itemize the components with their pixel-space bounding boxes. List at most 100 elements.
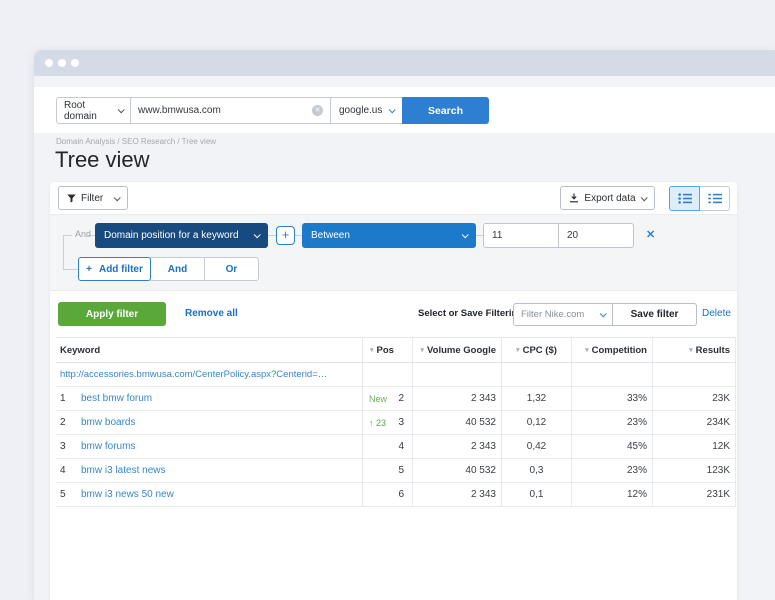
position-cell: ↑ 23 3 bbox=[362, 411, 412, 434]
clear-icon[interactable]: ✕ bbox=[312, 105, 323, 116]
download-icon bbox=[569, 193, 579, 203]
column-header-keyword: Keyword bbox=[56, 338, 362, 362]
table-header-row: Keyword ▾ Pos ▾ Volume Google ▾ CPC ($) ▾ Compet… bbox=[56, 337, 736, 363]
connector-line bbox=[63, 235, 64, 270]
view-toggle-tree[interactable] bbox=[669, 186, 700, 211]
chevron-down-icon bbox=[461, 231, 469, 239]
keyword-link[interactable]: bmw forums bbox=[81, 441, 136, 452]
remove-all-link[interactable]: Remove all bbox=[185, 308, 238, 319]
position-cell: 6 bbox=[362, 483, 412, 506]
sort-icon: ▾ bbox=[420, 347, 425, 354]
row-number: 5 bbox=[60, 489, 66, 500]
empty-cell bbox=[412, 363, 501, 386]
position-value: 2 bbox=[398, 393, 404, 404]
connector-line bbox=[476, 235, 483, 236]
connector-line bbox=[295, 235, 302, 236]
filter-operator-select[interactable]: Between bbox=[302, 223, 476, 248]
keyword-link[interactable]: bmw boards bbox=[81, 417, 136, 428]
table-row: 2 bmw boards ↑ 23 3 40 532 0,12 23% 234K bbox=[56, 411, 736, 435]
search-strip: Root domain ✕ google.us Search bbox=[34, 87, 775, 133]
or-button[interactable]: Or bbox=[204, 257, 259, 281]
column-header-results[interactable]: ▾ Results bbox=[652, 338, 736, 362]
search-button[interactable]: Search bbox=[402, 97, 489, 124]
keyword-cell: 3 bmw forums bbox=[56, 435, 362, 458]
filter-button-label: Filter bbox=[81, 192, 104, 204]
position-value: 3 bbox=[398, 417, 404, 428]
results-cell: 23K bbox=[652, 387, 736, 410]
domain-input[interactable] bbox=[131, 105, 312, 116]
cpc-cell: 1,32 bbox=[501, 387, 571, 410]
filter-operator-value: Between bbox=[311, 230, 350, 241]
volume-cell: 40 532 bbox=[412, 459, 501, 482]
column-header-competition[interactable]: ▾ Competition bbox=[571, 338, 652, 362]
range-from-input[interactable] bbox=[483, 223, 559, 248]
results-cell: 234K bbox=[652, 411, 736, 434]
position-cell: 5 bbox=[362, 459, 412, 482]
scope-select[interactable]: Root domain bbox=[56, 97, 131, 124]
position-value: 5 bbox=[398, 465, 404, 476]
add-filter-button[interactable]: + Add filter bbox=[78, 257, 151, 281]
export-data-button[interactable]: Export data bbox=[560, 186, 655, 210]
url-link[interactable]: http://accessories.bmwusa.com/CenterPoli… bbox=[60, 369, 328, 380]
keyword-link[interactable]: bmw i3 news 50 new bbox=[81, 489, 174, 500]
position-up-indicator: ↑ 23 bbox=[369, 417, 387, 428]
delete-filter-link[interactable]: Delete bbox=[702, 308, 731, 319]
row-number: 4 bbox=[60, 465, 66, 476]
position-cell: New 2 bbox=[362, 387, 412, 410]
position-cell: 4 bbox=[362, 435, 412, 458]
cpc-cell: 0,1 bbox=[501, 483, 571, 506]
chevron-down-icon bbox=[117, 106, 125, 114]
chevron-down-icon bbox=[253, 231, 261, 239]
apply-filter-button[interactable]: Apply filter bbox=[58, 302, 166, 326]
view-toggle-list[interactable] bbox=[699, 186, 730, 211]
saved-filter-select[interactable]: Filter Nike.com bbox=[513, 303, 613, 326]
window-dot bbox=[71, 59, 79, 67]
volume-cell: 2 343 bbox=[412, 483, 501, 506]
keywords-table: Keyword ▾ Pos ▾ Volume Google ▾ CPC ($) ▾ Compet… bbox=[56, 337, 736, 507]
table-row: 4 bmw i3 latest news 5 40 532 0,3 23% 123K bbox=[56, 459, 736, 483]
breadcrumb: Domain Analysis / SEO Research / Tree vi… bbox=[56, 137, 217, 146]
keyword-link[interactable]: bmw i3 latest news bbox=[81, 465, 166, 476]
chevron-down-icon bbox=[388, 106, 396, 114]
sort-icon: ▾ bbox=[516, 347, 520, 354]
remove-filter-button[interactable]: ✕ bbox=[646, 229, 656, 241]
url-row: http://accessories.bmwusa.com/CenterPoli… bbox=[56, 363, 736, 387]
save-filter-button[interactable]: Save filter bbox=[612, 303, 697, 326]
view-toggle-group bbox=[669, 186, 730, 211]
filter-button[interactable]: Filter bbox=[58, 186, 128, 210]
position-value: 4 bbox=[398, 441, 404, 452]
saved-filter-value: Filter Nike.com bbox=[521, 309, 585, 320]
filter-field-value: Domain position for a keyword bbox=[104, 230, 239, 241]
url-cell: http://accessories.bmwusa.com/CenterPoli… bbox=[56, 363, 362, 386]
results-cell: 12K bbox=[652, 435, 736, 458]
volume-cell: 2 343 bbox=[412, 387, 501, 410]
and-button[interactable]: And bbox=[150, 257, 205, 281]
funnel-icon bbox=[67, 194, 76, 203]
domain-input-wrap: ✕ bbox=[130, 97, 331, 124]
keyword-link[interactable]: best bmw forum bbox=[81, 393, 153, 404]
saved-filter-label: Select or Save Filtering: bbox=[418, 308, 527, 319]
connector-label: And bbox=[75, 229, 92, 239]
export-button-label: Export data bbox=[584, 192, 636, 204]
window-dot bbox=[58, 59, 66, 67]
add-condition-button[interactable]: + bbox=[276, 226, 295, 245]
window-dot bbox=[45, 59, 53, 67]
region-select[interactable]: google.us bbox=[330, 97, 403, 124]
filter-builder-panel: And Domain position for a keyword + Betw… bbox=[50, 214, 737, 291]
column-header-pos[interactable]: ▾ Pos bbox=[362, 338, 412, 362]
competition-cell: 23% bbox=[571, 459, 652, 482]
flat-list-icon bbox=[707, 193, 722, 204]
table-row: 5 bmw i3 news 50 new 6 2 343 0,1 12% 231K bbox=[56, 483, 736, 507]
column-label: Pos bbox=[376, 344, 394, 356]
browser-window: Root domain ✕ google.us Search Domain An… bbox=[34, 50, 775, 600]
range-to-input[interactable] bbox=[558, 223, 634, 248]
toolbar: Filter Export data bbox=[50, 182, 737, 214]
column-header-volume-google[interactable]: ▾ Volume Google bbox=[412, 338, 501, 362]
column-header-cpc[interactable]: ▾ CPC ($) bbox=[501, 338, 571, 362]
filter-field-select[interactable]: Domain position for a keyword bbox=[95, 223, 268, 248]
cpc-cell: 0,42 bbox=[501, 435, 571, 458]
plus-icon: + bbox=[86, 263, 92, 275]
connector-line bbox=[63, 235, 72, 236]
keyword-cell: 2 bmw boards bbox=[56, 411, 362, 434]
empty-cell bbox=[362, 363, 412, 386]
